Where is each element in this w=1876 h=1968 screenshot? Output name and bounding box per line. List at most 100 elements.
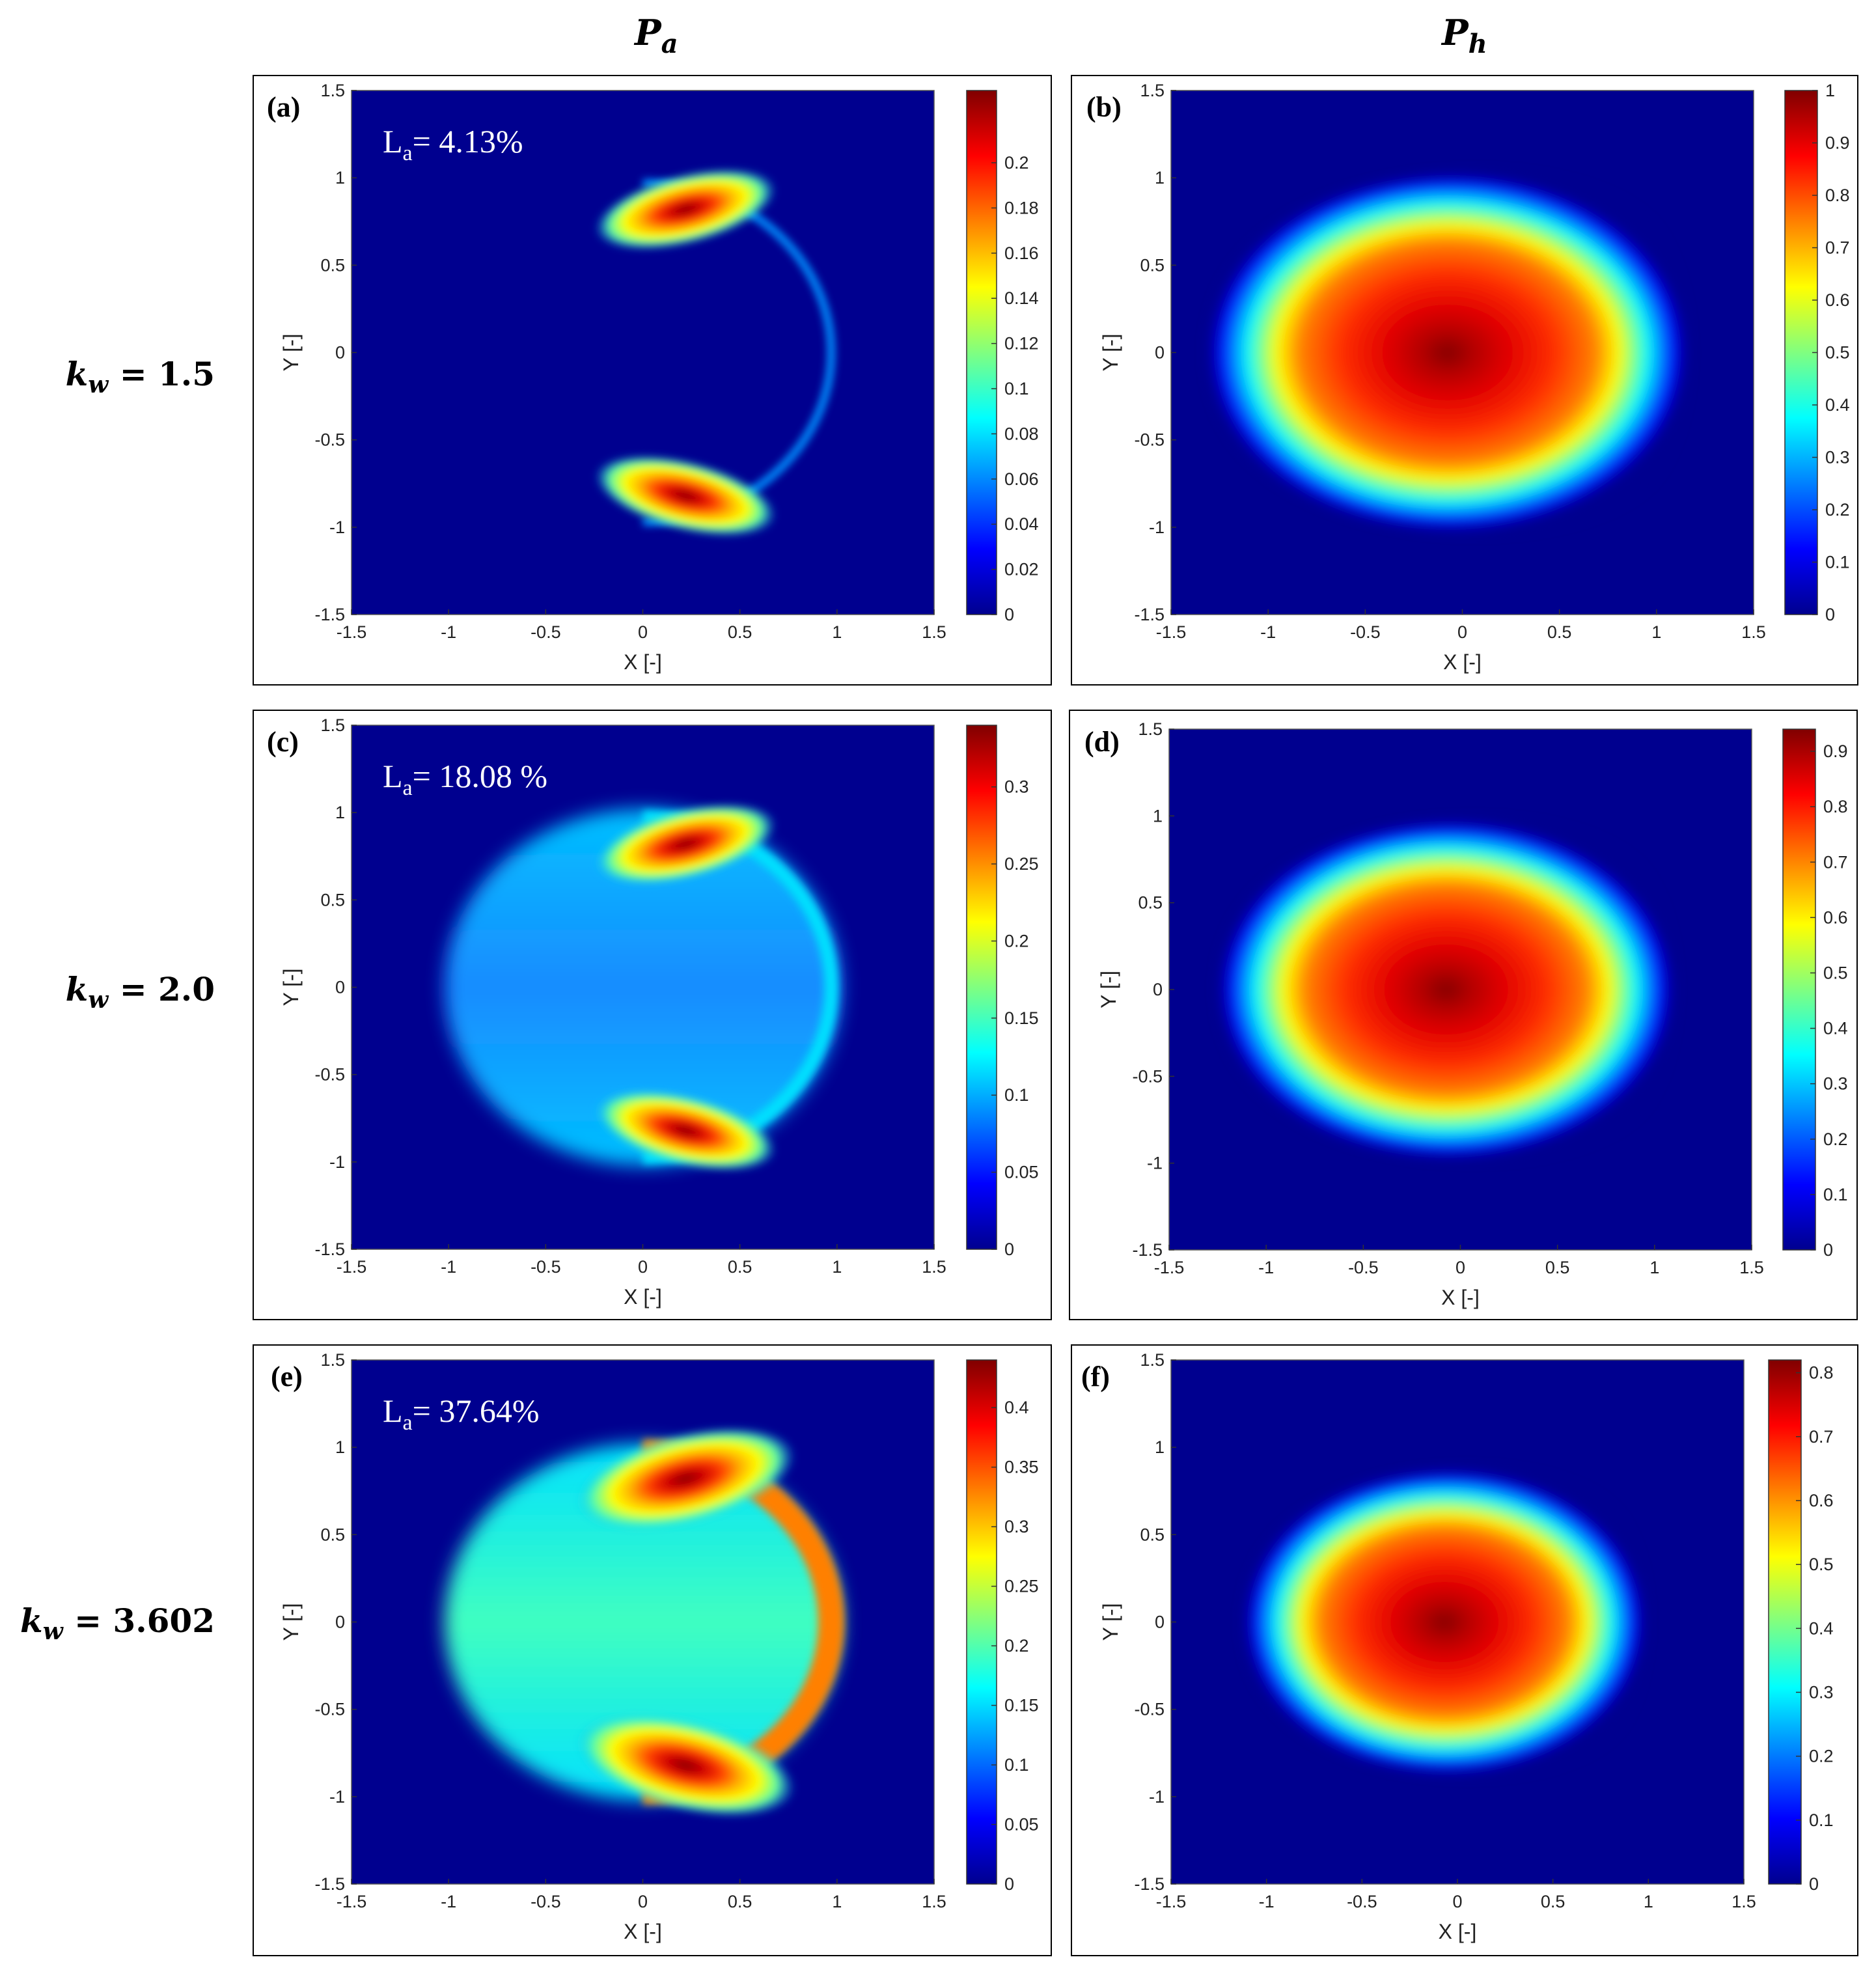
colorbar-b	[1784, 90, 1818, 615]
x-axis-label-f: X [-]	[1439, 1920, 1477, 1943]
row-header-k3-symbol: k	[20, 1601, 43, 1640]
colorbar-tick-label-a: 0.12	[1004, 334, 1039, 353]
panel-a: (a) -1.5 -1 -0.5 0 0.5 1 1.5 1.5 1 0.5 0 -0.5 -1 -1.5…	[253, 75, 1052, 686]
x-tick-label-d: 0	[1455, 1258, 1465, 1277]
column-header-ph-symbol: P	[1442, 12, 1469, 53]
y-tick-label-c: 0.5	[320, 890, 345, 909]
row-header-k3-subscript: w	[42, 1618, 63, 1645]
panel-label-a: (a)	[267, 91, 301, 123]
x-tick-label-e: -0.5	[531, 1892, 561, 1911]
y-tick-label-f: 0.5	[1140, 1525, 1165, 1544]
column-header-ph-subscript: h	[1468, 28, 1487, 59]
colorbar-d	[1782, 728, 1816, 1251]
y-tick-label-a: 1.5	[320, 81, 345, 100]
colorbar-tick-label-b: 0.7	[1825, 238, 1850, 258]
colorbar-tick-label-f: 0.2	[1809, 1747, 1834, 1766]
panel-f: (f) -1.5 -1 -0.5 0 0.5 1 1.5 1.5 1 0.5 0 -0.5 -1 -1.5…	[1071, 1344, 1858, 1956]
colorbar-tick-label-f: 0.5	[1809, 1555, 1834, 1574]
row-header-k1-value: = 1.5	[119, 355, 215, 393]
colorbar-tick-label-c: 0.05	[1004, 1163, 1039, 1182]
x-tick-label-c: -1.5	[337, 1257, 367, 1277]
y-tick-label-d: 1.5	[1138, 719, 1163, 739]
y-tick-label-a: 0.5	[320, 255, 345, 275]
column-header-pa-subscript: a	[661, 28, 678, 59]
colorbar-tick-label-a: 0.14	[1004, 288, 1039, 308]
colorbar-tick-label-f: 0.4	[1809, 1618, 1834, 1638]
colorbar-tick-label-e: 0.4	[1004, 1398, 1029, 1417]
y-tick-label-a: -1	[329, 518, 345, 537]
panel-e: (e) -1.5 -1 -0.5 0 0.5 1 1.5 1.5 1 0.5 0 -0.5 -1 -1.5…	[253, 1344, 1052, 1956]
colorbar-tick-label-a: 0.02	[1004, 560, 1039, 579]
colorbar-c	[966, 725, 997, 1250]
heatmap-f: -1.5 -1 -0.5 0 0.5 1 1.5 1.5 1 0.5 0 -0.5 -1 -1.5 X [-…	[1099, 1350, 1834, 1943]
column-header-ph: Ph	[1442, 12, 1487, 59]
y-tick-label-b: 1	[1155, 168, 1165, 187]
panel-label-e: (e)	[271, 1361, 303, 1393]
colorbar-tick-label-b: 0.4	[1825, 395, 1850, 415]
hot-lobe-lower-e	[575, 1713, 795, 1818]
x-tick-label-f: -0.5	[1347, 1892, 1377, 1911]
colorbar-tick-label-f: 0.7	[1809, 1427, 1834, 1447]
x-tick-label-c: 0	[638, 1257, 648, 1277]
colorbar-tick-label-c: 0.2	[1004, 931, 1029, 950]
colorbar-tick-label-e: 0.15	[1004, 1696, 1039, 1715]
x-tick-label-d: 0.5	[1545, 1258, 1570, 1277]
colorbar-f	[1768, 1359, 1802, 1885]
row-header-k2-symbol: k	[65, 970, 89, 1008]
colorbar-tick-label-a: 0.04	[1004, 514, 1039, 534]
colorbar-tick-label-a: 0.08	[1004, 424, 1039, 443]
x-tick-label-c: 1	[832, 1257, 842, 1277]
heatmap-b: -1.5 -1 -0.5 0 0.5 1 1.5 1.5 1 0.5 0 -0.5 -1 -1.5 X [-…	[1099, 81, 1850, 674]
x-tick-label-b: -1.5	[1156, 622, 1187, 642]
x-tick-label-c: 1.5	[922, 1257, 946, 1277]
colorbar-tick-label-a: 0	[1004, 605, 1014, 624]
colorbar-tick-label-a: 0.2	[1004, 153, 1029, 173]
x-tick-label-c: 0.5	[728, 1257, 752, 1277]
column-header-pa-symbol: P	[635, 12, 661, 53]
x-tick-label-d: -1	[1258, 1258, 1274, 1277]
x-tick-label-b: 0	[1457, 622, 1467, 642]
y-tick-label-a: -1.5	[314, 605, 345, 624]
x-tick-label-f: 0	[1452, 1892, 1462, 1911]
panel-label-c: (c)	[267, 726, 299, 758]
y-tick-label-f: -1	[1149, 1787, 1165, 1807]
y-axis-label-c: Y [-]	[279, 968, 303, 1006]
y-tick-label-b: 0.5	[1140, 255, 1165, 275]
colorbar-tick-label-c: 0.3	[1004, 777, 1029, 797]
y-tick-label-a: 0	[335, 343, 345, 363]
y-axis-label-d: Y [-]	[1097, 971, 1120, 1008]
y-tick-label-c: -1.5	[314, 1240, 345, 1259]
y-tick-label-a: -0.5	[314, 430, 345, 450]
colorbar-tick-label-b: 0.1	[1825, 553, 1850, 572]
y-tick-label-d: -1.5	[1132, 1240, 1163, 1260]
y-tick-label-d: 0.5	[1138, 893, 1163, 913]
colorbar-tick-label-d: 0.7	[1823, 852, 1848, 872]
x-tick-label-d: 1.5	[1739, 1258, 1764, 1277]
x-tick-label-a: 1.5	[922, 622, 946, 642]
x-tick-label-a: 0	[638, 622, 648, 642]
colorbar-tick-label-f: 0.6	[1809, 1491, 1834, 1510]
y-tick-label-e: -1.5	[314, 1874, 345, 1894]
colorbar-tick-label-d: 0.2	[1823, 1130, 1848, 1149]
y-axis-label-b: Y [-]	[1099, 333, 1122, 371]
colorbar-tick-label-b: 0.2	[1825, 500, 1850, 520]
x-axis-label-b: X [-]	[1443, 650, 1482, 674]
x-tick-label-c: -1	[441, 1257, 456, 1277]
x-tick-label-e: 1.5	[922, 1892, 946, 1911]
y-tick-label-e: 0.5	[320, 1525, 345, 1544]
y-tick-label-b: 0	[1155, 343, 1165, 363]
x-tick-label-d: -1.5	[1154, 1258, 1185, 1277]
colorbar-tick-label-e: 0.35	[1004, 1458, 1039, 1477]
panel-label-f: (f)	[1081, 1361, 1110, 1393]
colorbar-tick-label-e: 0.05	[1004, 1815, 1039, 1835]
colorbar-e	[966, 1359, 997, 1885]
heatmap-a: -1.5 -1 -0.5 0 0.5 1 1.5 1.5 1 0.5 0 -0.5 -1 -1.5 X [-…	[279, 81, 1039, 674]
y-axis-label-f: Y [-]	[1099, 1603, 1122, 1641]
y-tick-label-c: -1	[329, 1152, 345, 1172]
annotation-c: La= 18.08 %	[383, 758, 547, 800]
heatmap-background-a	[352, 90, 934, 615]
x-tick-label-d: -0.5	[1348, 1258, 1379, 1277]
colorbar-tick-label-d: 0.6	[1823, 908, 1848, 927]
y-tick-label-b: 1.5	[1140, 81, 1165, 100]
x-tick-label-f: 1.5	[1731, 1892, 1756, 1911]
